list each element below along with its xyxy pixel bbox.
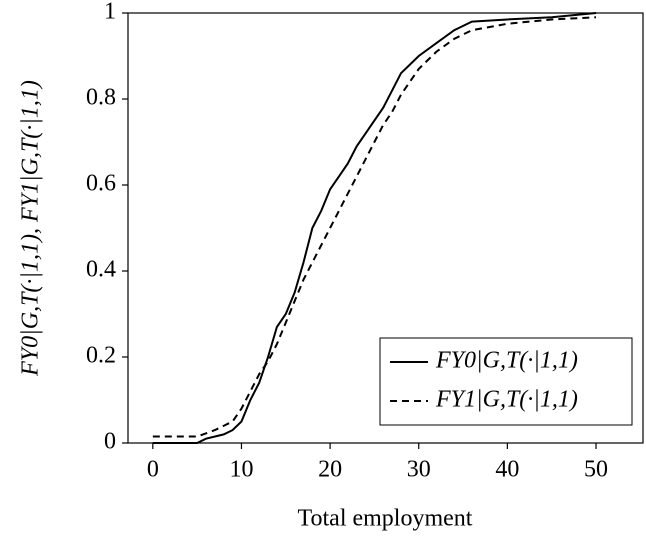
x-tick-label: 10 — [229, 457, 253, 483]
legend-label: FY1|G,T(·|1,1) — [435, 387, 578, 413]
x-tick-label: 20 — [318, 457, 342, 483]
cdf-line — [152, 16, 597, 438]
cdf-line — [152, 12, 597, 444]
x-tick-label: 0 — [147, 457, 159, 483]
x-tick-label: 30 — [407, 457, 431, 483]
y-tick-label: 0.8 — [86, 85, 116, 111]
y-tick-label: 0.4 — [86, 257, 116, 283]
y-tick-label: 0 — [104, 429, 116, 455]
y-tick-label: 1 — [104, 0, 116, 25]
x-tick-label: 50 — [584, 457, 608, 483]
legend-label: FY0|G,T(·|1,1) — [435, 348, 578, 374]
y-tick-label: 0.2 — [86, 343, 116, 369]
x-axis-label: Total employment — [298, 506, 473, 532]
x-tick-label: 40 — [495, 457, 519, 483]
legend-box — [379, 337, 633, 426]
plot-frame — [127, 12, 644, 444]
y-axis-label: FY0|G,T(·|1,1), FY1|G,T(·|1,1) — [18, 80, 44, 377]
y-tick-label: 0.6 — [86, 171, 116, 197]
